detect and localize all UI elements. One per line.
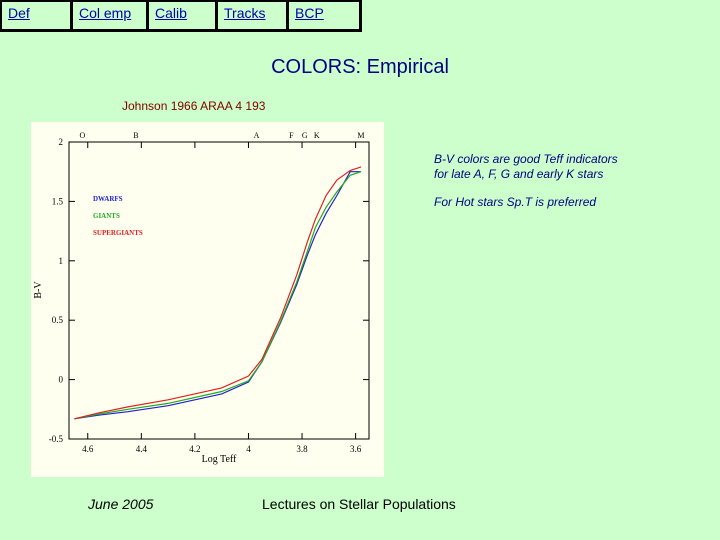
footer-date: June 2005 [88, 496, 154, 512]
note-line: B-V colors are good Teff indicators [434, 152, 618, 166]
legend-entry: GIANTS [93, 212, 120, 220]
chart-panel: 4.6 4.4 4.2 4 3.8 3.6 2 1.5 1 0.5 0 -0.5 O B A F G K M DWA… [31, 122, 384, 477]
x-axis-label: Log Teff [202, 454, 237, 465]
y-axis-label: B-V [33, 281, 44, 299]
bv-teff-chart: 4.6 4.4 4.2 4 3.8 3.6 2 1.5 1 0.5 0 -0.5 O B A F G K M DWA… [31, 122, 384, 477]
nav-link-col-emp[interactable]: Col emp [73, 2, 146, 29]
legend-entry: SUPERGIANTS [93, 229, 143, 237]
x-tick-label: 4.4 [136, 444, 148, 454]
spectral-type-label: O [80, 131, 86, 140]
slide-title: COLORS: Empirical [271, 56, 449, 78]
y-tick-label: 1 [59, 256, 64, 266]
y-tick-label: 2 [59, 137, 64, 147]
x-tick-label: 4.6 [82, 444, 94, 454]
spectral-type-label: M [357, 131, 364, 140]
y-tick-label: 0.5 [52, 315, 64, 325]
legend-entry: DWARFS [93, 195, 123, 203]
spectral-type-label: K [314, 131, 320, 140]
x-tick-label: 3.6 [350, 444, 362, 454]
y-tick-label: 1.5 [52, 196, 64, 206]
reference-citation: Johnson 1966 ARAA 4 193 [122, 99, 266, 113]
y-tick-label: -0.5 [49, 434, 64, 444]
spectral-type-label: B [133, 131, 138, 140]
nav-bar: Def Col emp Calib Tracks BCP [0, 0, 362, 32]
series-line-giants [74, 171, 362, 420]
spectral-type-label: A [254, 131, 260, 140]
x-tick-label: 3.8 [296, 444, 308, 454]
nav-link-def[interactable]: Def [2, 2, 70, 29]
chart-background [31, 122, 384, 477]
nav-link-tracks[interactable]: Tracks [218, 2, 286, 29]
series-line-supergiants [74, 166, 362, 420]
note-teff-indicators: B-V colors are good Teff indicators for … [434, 152, 618, 182]
y-tick-label: 0 [59, 375, 64, 385]
nav-link-bcp[interactable]: BCP [289, 2, 359, 29]
nav-link-calib[interactable]: Calib [149, 2, 215, 29]
spectral-type-label: G [302, 131, 308, 140]
spectral-type-label: F [289, 131, 294, 140]
plot-frame [68, 141, 370, 440]
x-tick-label: 4 [246, 444, 251, 454]
note-line: for late A, F, G and early K stars [434, 167, 604, 181]
x-tick-label: 4.2 [189, 444, 200, 454]
footer-title: Lectures on Stellar Populations [262, 496, 456, 512]
note-hot-stars: For Hot stars Sp.T is preferred [434, 195, 597, 209]
